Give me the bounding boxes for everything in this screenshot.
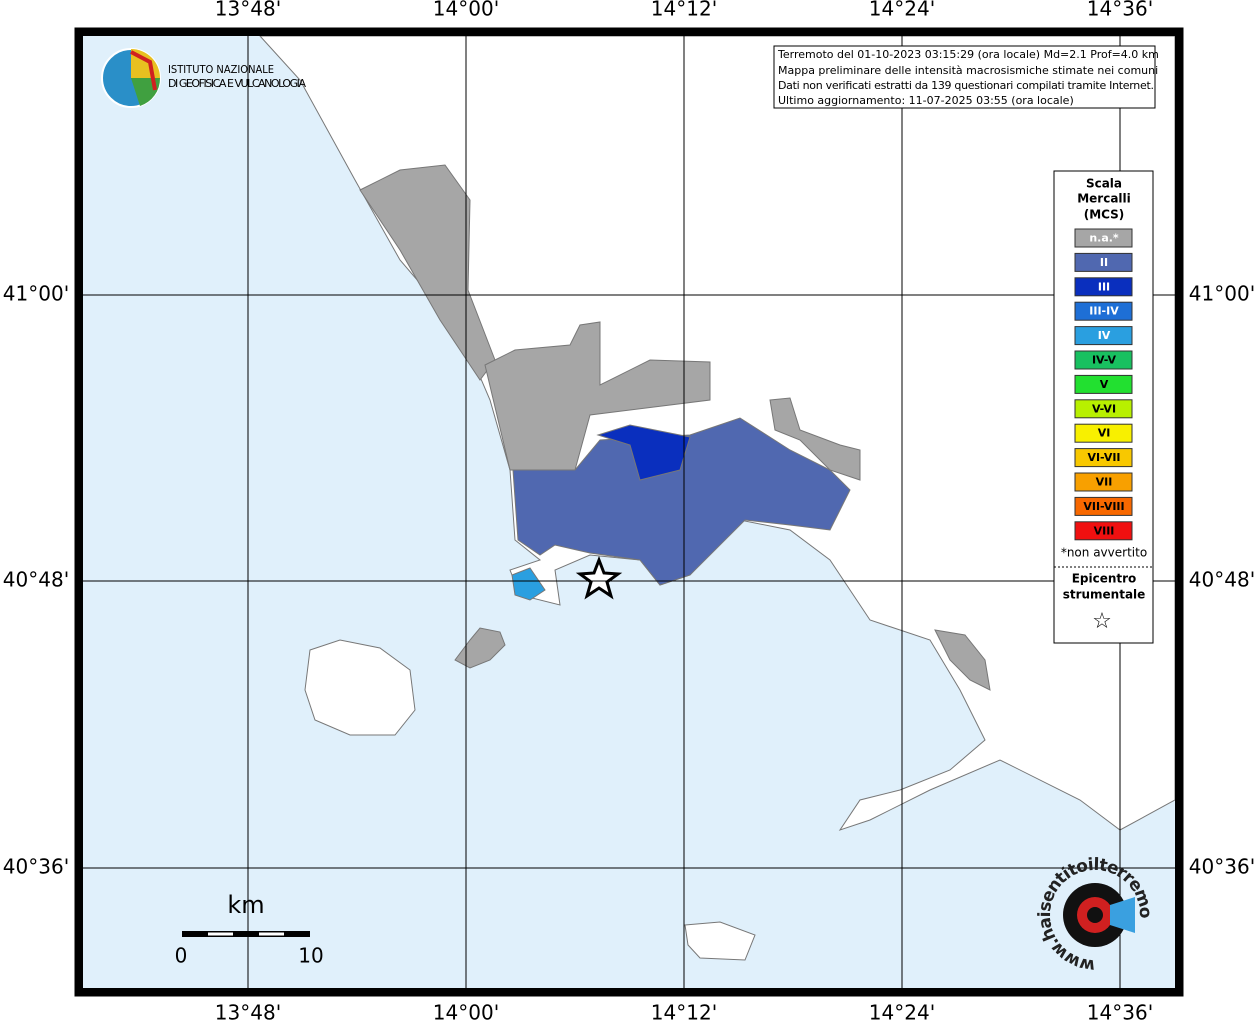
- legend-label: VIII: [1094, 524, 1115, 537]
- legend-swatch: [1074, 301, 1133, 321]
- legend-label: VII-VIII: [1083, 500, 1124, 513]
- legend-label: VI: [1098, 427, 1111, 440]
- procida: [454, 627, 506, 669]
- legend-epicenter: Epicentro: [1072, 572, 1137, 586]
- region-ii: [512, 417, 851, 586]
- region-na: [359, 164, 496, 381]
- lat-label: 41°00': [3, 282, 69, 306]
- lon-label: 14°24': [869, 1001, 935, 1025]
- legend: Scala Mercalli (MCS) Epicentro strumenta…: [1053, 170, 1154, 644]
- legend-label: VII: [1096, 476, 1113, 489]
- legend-swatch: [1074, 326, 1133, 346]
- info-line: Dati non verificati estratti da 139 ques…: [778, 79, 1154, 92]
- legend-epicenter: strumentale: [1063, 588, 1146, 602]
- logo-text: ISTITUTO NAZIONALE: [168, 63, 274, 76]
- lon-label: 13°48': [215, 1001, 281, 1025]
- region-iii: [596, 424, 691, 481]
- legend-label: II: [1100, 256, 1108, 269]
- lat-label: 40°36': [1189, 855, 1255, 879]
- scale-tick: 0: [175, 944, 188, 968]
- legend-swatch: [1074, 277, 1133, 297]
- legend-swatch: [1074, 399, 1133, 419]
- legend-swatch: [1074, 472, 1133, 492]
- ingv-logo: ISTITUTO NAZIONALE DI GEOFISICA E VULCAN…: [101, 48, 306, 108]
- info-box: [773, 45, 1156, 109]
- lat-label: 41°00': [1189, 282, 1255, 306]
- legend-swatch: [1074, 228, 1133, 248]
- info-line: Terremoto del 01-10-2023 03:15:29 (ora l…: [777, 48, 1159, 61]
- ischia: [304, 639, 416, 736]
- epicenter: [575, 555, 623, 600]
- frame: [75, 28, 1183, 996]
- legend-label: VI-VII: [1087, 451, 1120, 464]
- lon-label: 14°00': [433, 0, 499, 21]
- lat-label: 40°48': [1189, 568, 1255, 592]
- lon-label: 14°36': [1087, 1001, 1153, 1025]
- region-na: [769, 397, 861, 481]
- legend-title: Scala: [1086, 177, 1122, 191]
- scale-tick: 10: [298, 944, 323, 968]
- info-text: Terremoto del 01-10-2023 03:15:29 (ora l…: [777, 48, 1159, 107]
- legend-swatch: [1074, 423, 1133, 443]
- legend-label: V: [1100, 378, 1109, 391]
- legend-label: III: [1098, 280, 1110, 293]
- legend-label: III-IV: [1089, 305, 1119, 318]
- legend-swatch: [1074, 350, 1133, 370]
- region-na: [934, 629, 991, 691]
- legend-swatch: [1074, 252, 1133, 272]
- lon-label: 14°00': [433, 1001, 499, 1025]
- legend-swatch: [1074, 448, 1133, 468]
- lon-label: 14°12': [651, 0, 717, 21]
- lon-label: 13°48': [215, 0, 281, 21]
- logo-text: DI GEOFISICA E VULCANOLOGIA: [168, 77, 306, 90]
- legend-symbol: ☆: [1092, 609, 1112, 634]
- frame-outline: [74, 27, 1184, 997]
- legend-label: IV: [1098, 329, 1111, 342]
- legend-label: V-VI: [1092, 402, 1116, 415]
- info-line: Mappa preliminare delle intensità macros…: [778, 64, 1158, 77]
- info-line: Ultimo aggiornamento: 11-07-2025 03:55 (…: [778, 94, 1074, 107]
- lat-label: 40°36': [3, 855, 69, 879]
- capri: [684, 921, 756, 961]
- region-iv: [511, 567, 546, 601]
- legend-label: IV-V: [1092, 354, 1117, 367]
- scale-bar: km 0 10: [175, 891, 324, 968]
- lon-label: 14°36': [1087, 0, 1153, 21]
- lat-label: 40°48': [3, 568, 69, 592]
- lon-label: 14°24': [869, 0, 935, 21]
- legend-swatch: [1074, 496, 1133, 516]
- lon-label: 14°12': [651, 1001, 717, 1025]
- scale-unit: km: [227, 891, 264, 919]
- legend-note: *non avvertito: [1061, 546, 1147, 560]
- legend-title: (MCS): [1084, 208, 1125, 222]
- legend-swatch: [1074, 521, 1133, 541]
- legend-label: n.a.*: [1089, 232, 1119, 245]
- legend-swatch: [1074, 374, 1133, 394]
- lon-labels: 13°48' 14°00' 14°12' 14°24' 14°36' 13°48…: [3, 0, 1255, 1025]
- legend-title: Mercalli: [1077, 192, 1131, 206]
